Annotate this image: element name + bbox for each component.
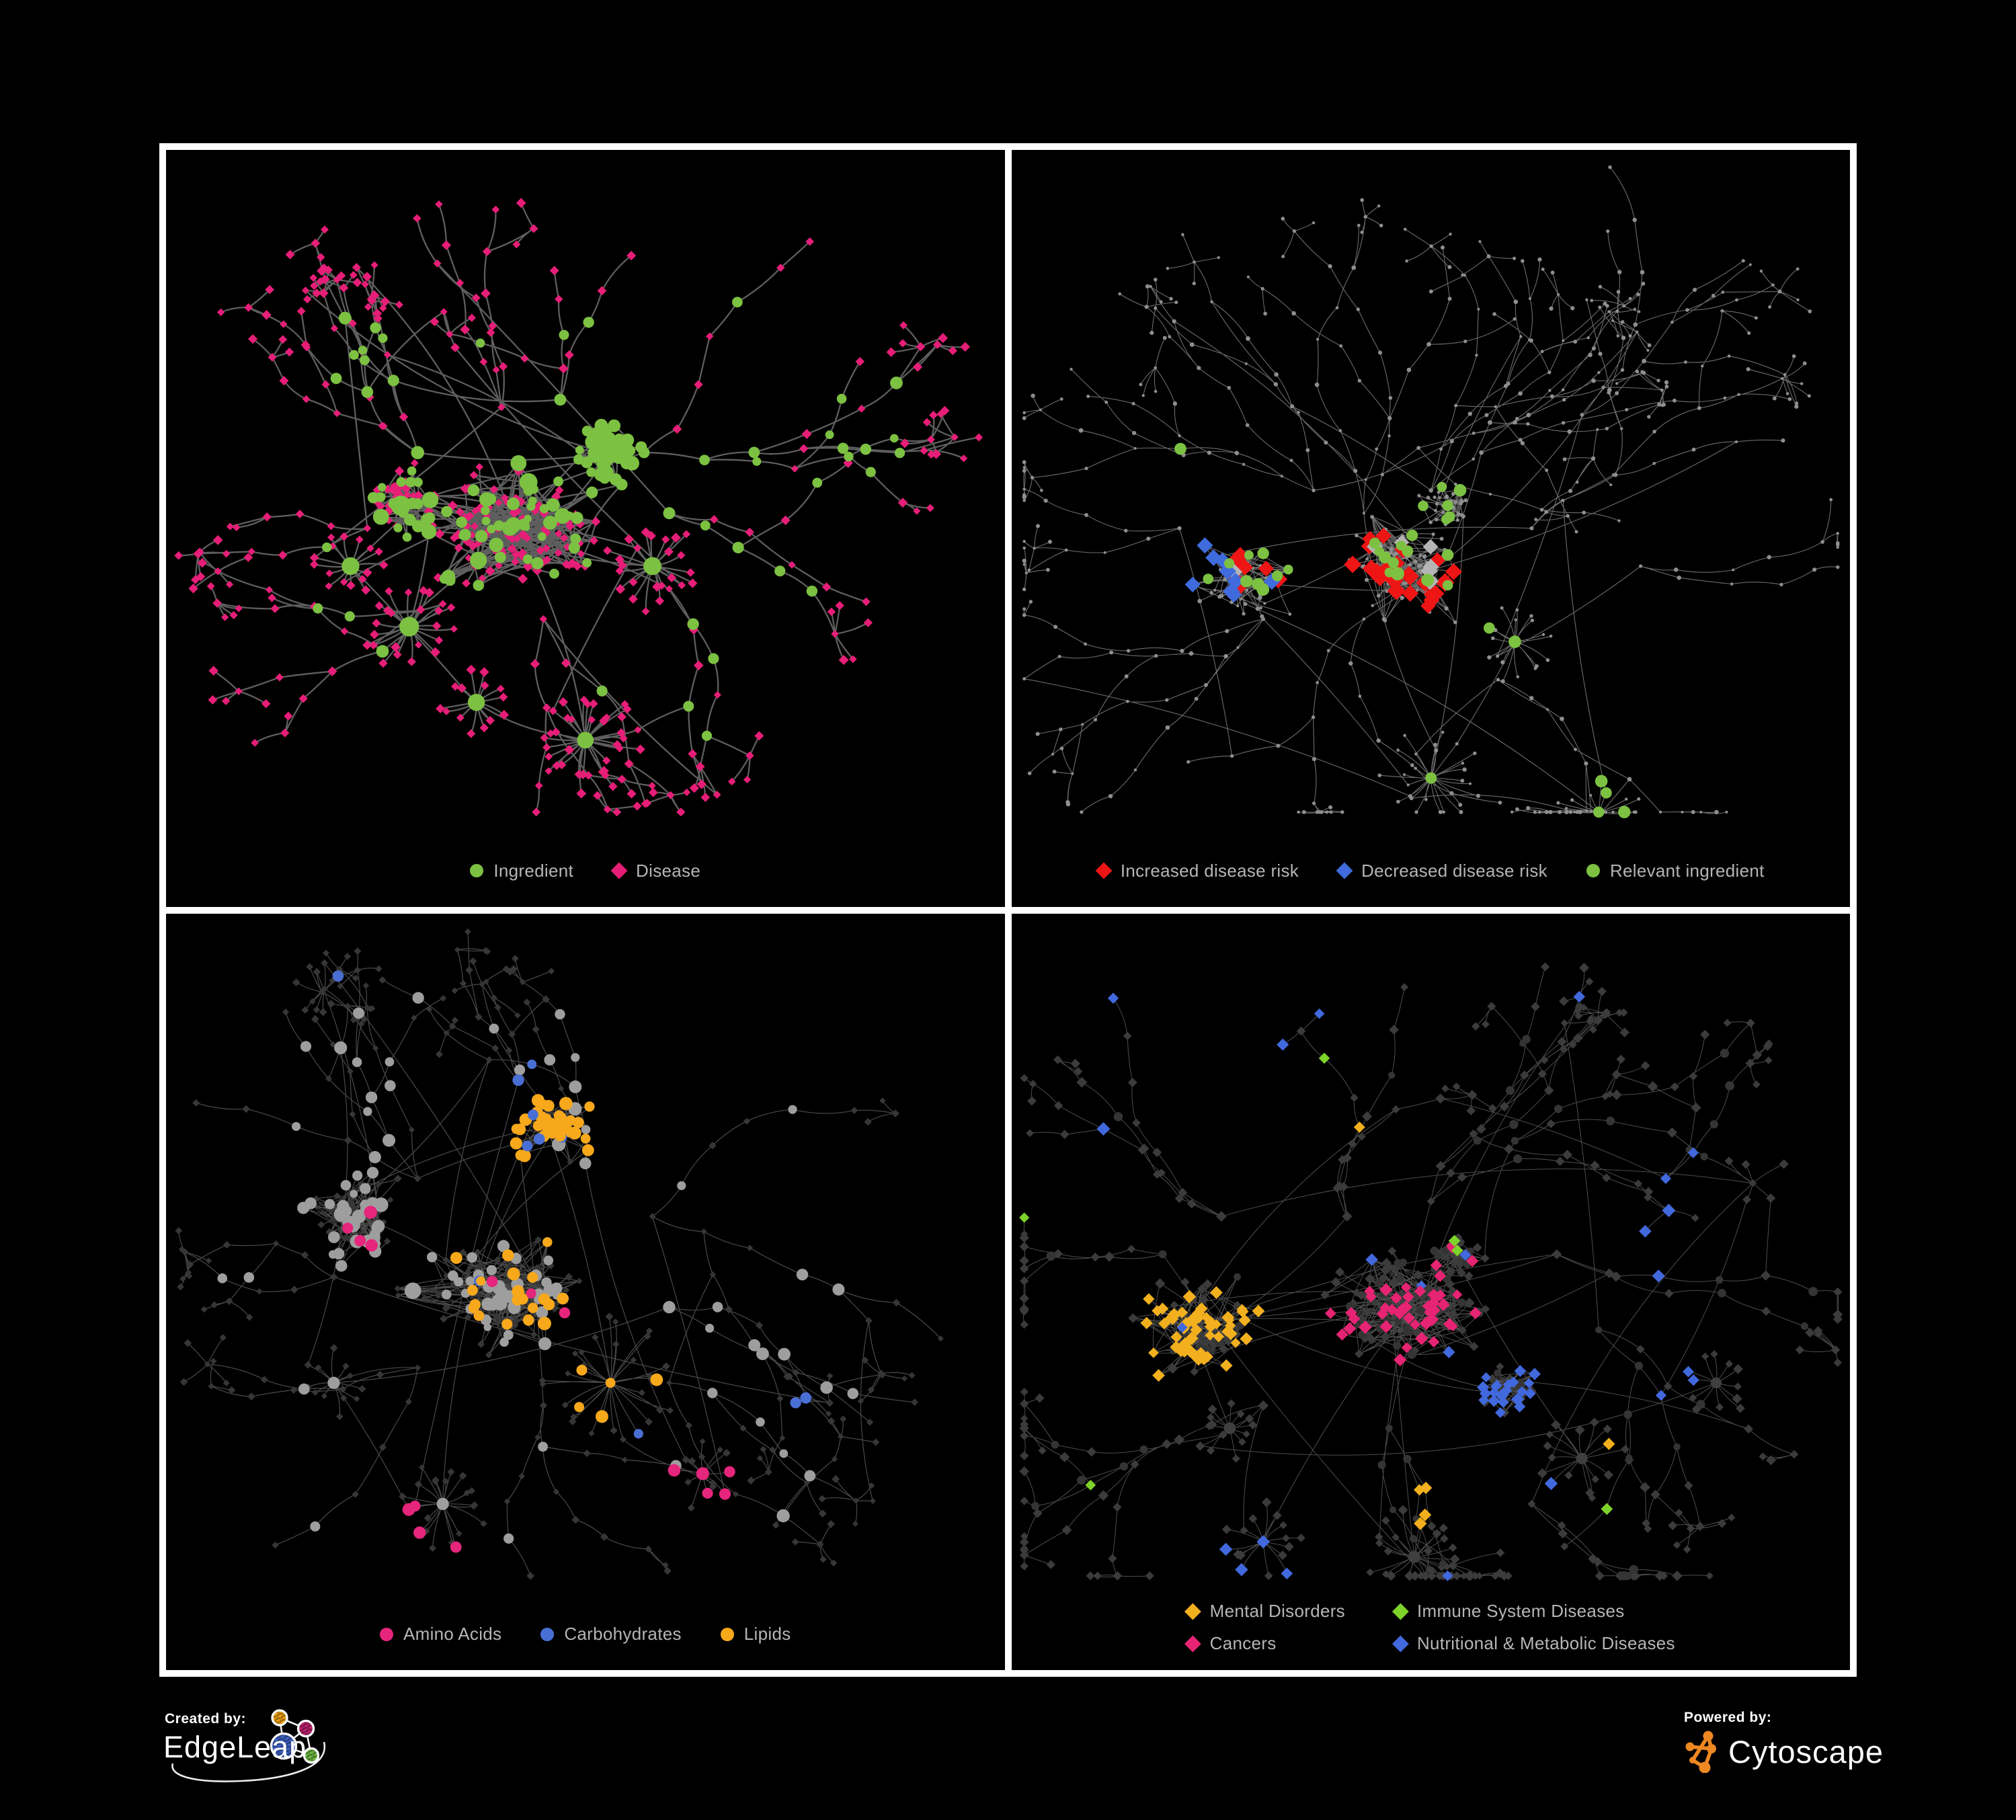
cytoscape-logo: Powered by: Cytoscape [1684, 1710, 1886, 1777]
network-nodes-diamond [1184, 537, 1280, 603]
created-by-label: Created by: [165, 1711, 247, 1727]
network-nodes-circle [1174, 442, 1631, 819]
cytoscape-logo-icon [1685, 1731, 1716, 1773]
panel-nutrient-class-network: Amino Acids Carbohydrates Lipids [166, 913, 1005, 1670]
edgeleap-brand: EdgeLeap [163, 1730, 307, 1764]
powered-by-label: Powered by: [1684, 1710, 1772, 1725]
cytoscape-brand: Cytoscape [1728, 1733, 1884, 1770]
network-canvas [1022, 165, 1840, 819]
network-nodes-diamond [1324, 1240, 1482, 1366]
network-edges [178, 931, 941, 1576]
panel-disease-category-network: Mental Disorders Immune System Diseases Ca… [1011, 913, 1850, 1670]
network-nodes-circle [332, 970, 812, 1552]
network-edges [178, 202, 979, 813]
network-nodes-diamond [174, 198, 983, 817]
network-edges [1022, 966, 1839, 1577]
network-canvas [1018, 962, 1843, 1581]
panel-grid: Ingredient Disease Increased disease risk… [159, 143, 1857, 1677]
network-canvas [175, 928, 944, 1580]
panel-ingredient-disease-network: Ingredient Disease [166, 150, 1005, 907]
network-canvas [174, 198, 983, 817]
panel-disease-risk-network: Increased disease risk Decreased disease … [1011, 150, 1850, 907]
network-nodes-diamond [1140, 1121, 1615, 1530]
network-nodes-diamond [175, 928, 944, 1580]
network-nodes-diamond [1018, 1052, 1613, 1515]
edgeleap-logo: Created by: EdgeLeap [163, 1709, 385, 1797]
network-nodes-circle [217, 991, 859, 1544]
network-nodes-circle [313, 296, 905, 749]
network-nodes-circle [1022, 165, 1840, 815]
edgeleap-logo-icon [171, 1709, 326, 1782]
